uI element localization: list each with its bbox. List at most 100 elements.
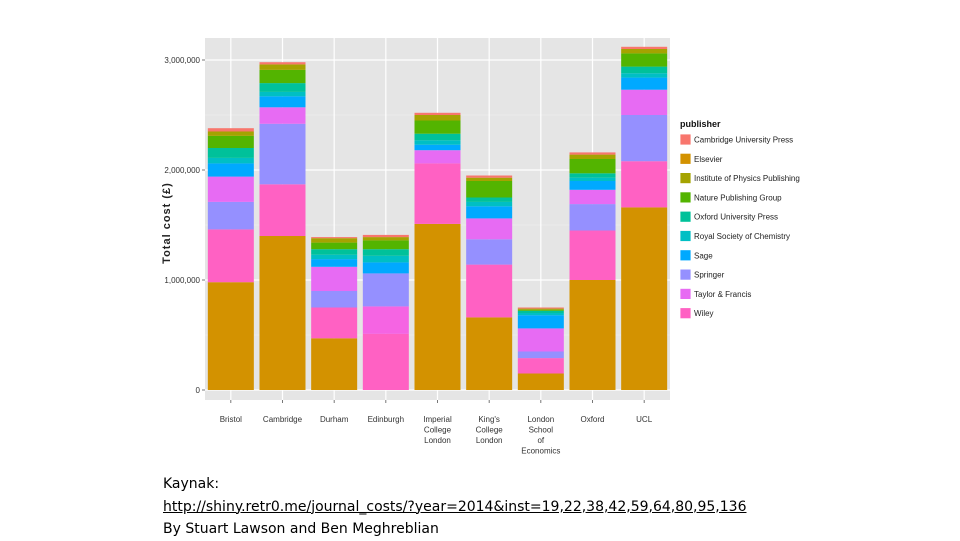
bar-segment: [466, 181, 513, 198]
bar-segment: [414, 133, 461, 141]
x-tick-label: London School of Economics: [521, 415, 560, 456]
bar-segment: [311, 338, 358, 390]
bar-segment: [517, 328, 564, 352]
legend-label: Royal Society of Chemistry: [694, 232, 790, 241]
bar-segment: [259, 96, 306, 108]
bar-segment: [466, 206, 513, 219]
legend-label: Springer: [694, 271, 725, 280]
bar-segment: [207, 229, 254, 283]
y-tick-label: 0: [196, 386, 201, 395]
bar-segment: [466, 239, 513, 265]
bar-segment: [259, 69, 306, 84]
bar-segment: [311, 254, 358, 260]
bar-segment: [414, 140, 461, 145]
bar-segment: [414, 150, 461, 164]
bar-segment: [362, 306, 409, 334]
y-tick-label: 3,000,000: [164, 56, 200, 65]
bar-segment: [621, 77, 668, 90]
bar-segment: [621, 73, 668, 78]
bar-segment: [362, 240, 409, 250]
legend-swatch: [679, 268, 692, 281]
bar-segment: [207, 163, 254, 177]
legend-label: Nature Publishing Group: [694, 193, 782, 202]
bar-segment: [517, 308, 564, 310]
bar-segment: [569, 280, 616, 390]
x-tick-label: Imperial College London: [423, 415, 452, 445]
bar-segment: [311, 266, 358, 291]
bar-segment: [569, 173, 616, 178]
bar-segment: [466, 175, 513, 178]
x-tick-label: Cambridge: [263, 415, 303, 424]
bar-segment: [569, 189, 616, 205]
bar-segment: [517, 351, 564, 359]
x-tick-label: Durham: [320, 415, 349, 424]
caption-source-label: Kaynak:: [163, 476, 220, 492]
bar-segment: [466, 317, 513, 390]
bar-segment: [207, 157, 254, 164]
x-tick-label: Bristol: [220, 415, 242, 424]
bar-segment: [466, 264, 513, 318]
y-tick-label: 1,000,000: [164, 276, 200, 285]
bar-segment: [362, 249, 409, 256]
bar-segment: [621, 66, 668, 74]
x-tick-label: UCL: [636, 415, 653, 424]
y-tick-label: 2,000,000: [164, 166, 200, 175]
bar-segment: [517, 315, 564, 329]
bar-segment: [414, 115, 461, 121]
bar-segment: [517, 313, 564, 316]
legend-title: publisher: [680, 119, 721, 129]
legend-swatch: [679, 287, 692, 300]
bar-segment: [569, 152, 616, 155]
bar-segment: [259, 62, 306, 65]
bar-segment: [466, 201, 513, 207]
legend-label: Cambridge University Press: [694, 136, 793, 145]
bar-segment: [569, 177, 616, 181]
legend-label: Taylor & Francis: [694, 290, 751, 299]
legend-swatch: [679, 152, 692, 165]
legend-label: Wiley: [694, 309, 714, 318]
x-tick-label: Edinburgh: [368, 415, 404, 424]
legend-swatch: [679, 191, 692, 204]
bar-segment: [207, 176, 254, 202]
bar-segment: [362, 234, 409, 238]
bar-segment: [414, 120, 461, 134]
bar-segment: [362, 237, 409, 241]
legend-swatch: [679, 307, 692, 320]
bar-segment: [259, 91, 306, 97]
y-axis: 0 1,000,000 2,000,000 3,000,000: [164, 56, 205, 395]
bar-segment: [362, 255, 409, 263]
bar-segment: [207, 282, 254, 390]
legend-swatch: [679, 249, 692, 262]
stacked-bar-chart: 0 1,000,000 2,000,000 3,000,000 Bristol Camb…: [161, 38, 800, 456]
x-axis: Bristol Cambridge Durham Edinburgh Imperial C…: [220, 400, 653, 456]
bar-segment: [466, 177, 513, 181]
bar-segment: [569, 159, 616, 174]
bar-segment: [621, 115, 668, 162]
legend-label: Institute of Physics Publishing: [694, 174, 800, 183]
bar-segment: [207, 131, 254, 136]
legend-swatch: [679, 230, 692, 242]
source-caption: Kaynak: http://shiny.retr0.me/journal_co…: [163, 473, 746, 541]
bar-segment: [311, 249, 358, 255]
legend-swatch: [679, 133, 692, 146]
bar-segment: [362, 273, 409, 307]
bar-segment: [311, 259, 358, 267]
bar-segment: [621, 49, 668, 54]
caption-source-link[interactable]: http://shiny.retr0.me/journal_costs/?yea…: [163, 498, 747, 515]
bar-segment: [517, 310, 564, 313]
bar-segment: [311, 237, 358, 239]
bar-segment: [569, 154, 616, 159]
bar-segment: [207, 201, 254, 230]
legend-swatch: [679, 172, 692, 185]
bar-segment: [414, 112, 461, 115]
legend-label: Sage: [694, 251, 713, 260]
bar-segment: [466, 197, 513, 202]
bar-segment: [621, 46, 668, 49]
bar-segment: [259, 83, 306, 92]
y-axis-label: Total cost (£): [161, 182, 173, 264]
caption-authors: By Stuart Lawson and Ben Meghreblian: [163, 521, 439, 537]
bar-segment: [517, 373, 564, 390]
legend: publisher Cambridge University Press Else…: [679, 119, 800, 320]
bar-segment: [259, 236, 306, 390]
bar-segment: [621, 53, 668, 67]
